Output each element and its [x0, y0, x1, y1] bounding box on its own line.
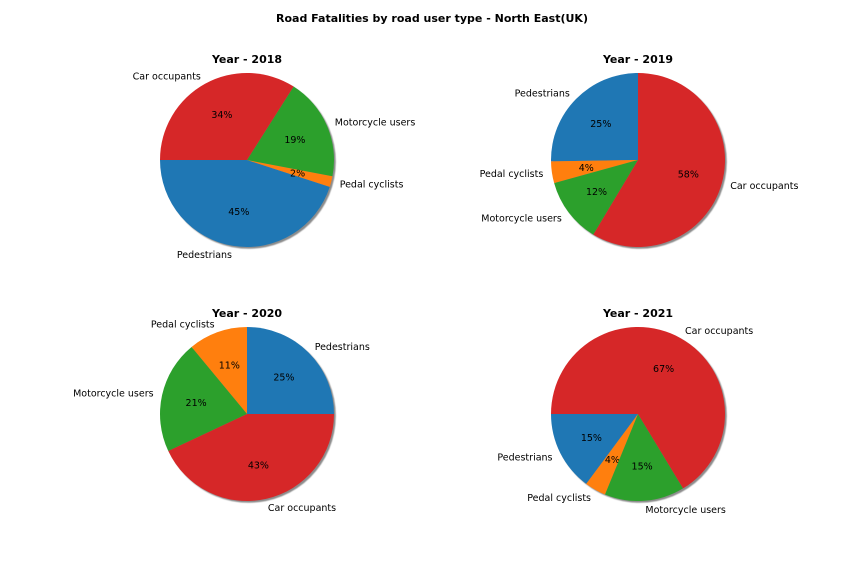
pie-category-label-motorcycle-users: Motorcycle users: [481, 214, 562, 225]
pie-category-label-pedal-cyclists: Pedal cyclists: [527, 493, 591, 504]
pie-category-label-car-occupants: Car occupants: [685, 326, 753, 337]
pie-pct-label: 19%: [284, 135, 305, 146]
pie-category-label-pedal-cyclists: Pedal cyclists: [480, 169, 544, 180]
pie-pct-label: 12%: [586, 187, 607, 198]
pie-title: Year - 2019: [602, 53, 673, 66]
pie-pct-label: 2%: [290, 169, 305, 180]
pie-category-label-pedal-cyclists: Pedal cyclists: [340, 179, 404, 190]
pie-pct-label: 4%: [605, 455, 620, 466]
pie-slice-car-occupants: [551, 327, 725, 489]
pie-slice-pedal-cyclists: [551, 160, 638, 184]
pie-pct-label: 15%: [632, 462, 653, 473]
pie-category-label-car-occupants: Car occupants: [730, 181, 798, 192]
pie-category-label-car-occupants: Car occupants: [268, 503, 336, 514]
pie-slice-pedestrians: [247, 327, 334, 414]
figure-title: Road Fatalities by road user type - Nort…: [276, 12, 588, 25]
pie-pct-label: 43%: [248, 460, 269, 471]
pie-slice-motorcycle-users: [160, 346, 247, 452]
pie-category-label-pedestrians: Pedestrians: [315, 342, 370, 353]
pie-slice-car-occupants: [168, 414, 334, 501]
pie-pct-label: 21%: [186, 398, 207, 409]
pie-slice-car-occupants: [159, 72, 294, 160]
pie-slice-car-occupants: [593, 73, 726, 247]
pie-pct-label: 67%: [653, 364, 674, 375]
pie-title: Year - 2018: [211, 53, 282, 66]
pie-slice-pedestrians: [160, 160, 330, 247]
pie-category-label-motorcycle-users: Motorcycle users: [645, 505, 726, 516]
pie-slice-pedal-cyclists: [191, 327, 247, 414]
pie-slice-pedestrians: [550, 73, 638, 162]
pie-pct-label: 15%: [581, 433, 602, 444]
pie-category-label-pedestrians: Pedestrians: [177, 250, 232, 261]
pie-pct-label: 25%: [590, 119, 611, 130]
pie-category-label-pedal-cyclists: Pedal cyclists: [151, 320, 215, 331]
pie-slice-motorcycle-users: [605, 414, 684, 502]
pie-pct-label: 25%: [273, 373, 294, 384]
pie-slice-motorcycle-users: [554, 160, 638, 235]
pie-title: Year - 2021: [602, 307, 673, 320]
pie-slice-pedal-cyclists: [247, 160, 333, 187]
pie-chart-4: Year - 2021 15% Pedestrians 4% Pedal cyclist…: [497, 307, 753, 516]
pie-chart-2: Year - 2019 25% Pedestrians 4% Pedal cyclist…: [480, 53, 798, 249]
pie-category-label-motorcycle-users: Motorcycle users: [73, 389, 154, 400]
pie-chart-3: Year - 2020 25% Pedestrians 11% Pedal cyclis…: [73, 307, 370, 514]
pie-chart-1: Year - 2018 45% Pedestrians 2% Pedal cyclist…: [133, 53, 416, 261]
pie-title: Year - 2020: [211, 307, 282, 320]
pie-pct-label: 11%: [219, 360, 240, 371]
pie-category-label-pedestrians: Pedestrians: [497, 453, 552, 464]
pie-slice-motorcycle-users: [247, 86, 335, 177]
pie-pct-label: 4%: [579, 163, 594, 174]
pie-category-label-car-occupants: Car occupants: [133, 72, 201, 83]
pies-group: Year - 2018 45% Pedestrians 2% Pedal cyclist…: [73, 53, 798, 516]
pie-slice-pedestrians: [551, 414, 638, 484]
pie-slice-pedal-cyclists: [586, 414, 638, 495]
pie-pct-label: 58%: [678, 169, 699, 180]
pie-category-label-pedestrians: Pedestrians: [515, 88, 570, 99]
pie-category-label-motorcycle-users: Motorcycle users: [335, 118, 416, 129]
pie-pct-label: 45%: [228, 207, 249, 218]
pie-pct-label: 34%: [211, 110, 232, 121]
